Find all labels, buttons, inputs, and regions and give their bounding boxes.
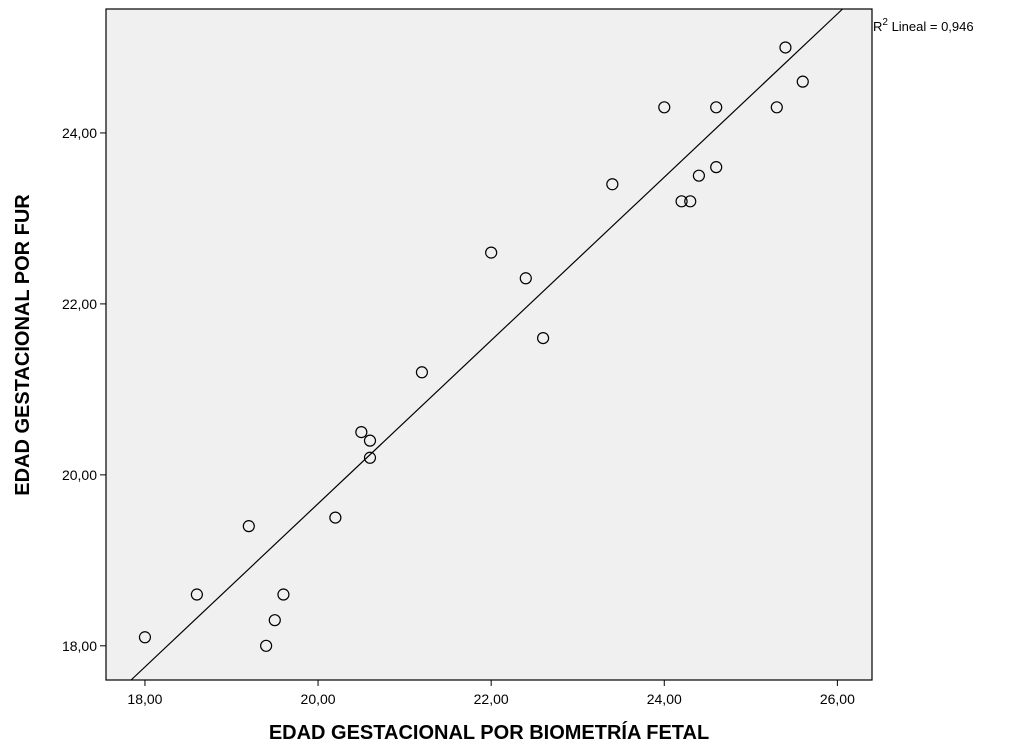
plot-area: [105, 8, 873, 681]
axis-ticks: 18,00 20,00 22,00 24,00 26,00 18,00 20,00 22,00…: [62, 125, 855, 707]
y-tick-label: 22,00: [62, 296, 97, 312]
data-point: [363, 451, 377, 464]
regression-line-group: [130, 8, 843, 681]
data-point: [190, 588, 203, 601]
x-tick-label: 18,00: [127, 691, 162, 707]
data-point: [536, 331, 550, 345]
r-symbol: R: [873, 19, 882, 34]
x-tick-label: 22,00: [474, 691, 509, 707]
data-point: [796, 75, 809, 88]
regression-line: [130, 8, 843, 681]
data-point: [268, 614, 281, 627]
data-points: [138, 41, 809, 652]
x-tick-label: 20,00: [301, 691, 336, 707]
data-point: [779, 41, 792, 54]
data-point: [277, 588, 290, 601]
x-axis-title: EDAD GESTACIONAL POR BIOMETRÍA FETAL: [269, 721, 709, 744]
data-point: [485, 246, 498, 259]
data-point: [684, 195, 697, 208]
data-point: [242, 520, 255, 533]
data-point: [770, 101, 783, 114]
data-point: [415, 366, 429, 379]
data-point: [606, 178, 619, 191]
x-tick-label: 24,00: [647, 691, 682, 707]
y-tick-label: 24,00: [62, 125, 97, 141]
data-point: [329, 511, 342, 524]
data-point: [355, 426, 368, 439]
y-tick-label: 20,00: [62, 467, 97, 483]
r-squared-annotation: R2 Lineal = 0,946: [873, 17, 974, 34]
data-point: [710, 101, 723, 114]
data-point: [692, 169, 705, 182]
r-value-text: Lineal = 0,946: [888, 19, 974, 34]
y-tick-label: 18,00: [62, 638, 97, 654]
r-superscript: 2: [882, 17, 888, 28]
data-point: [260, 639, 273, 652]
data-point: [658, 101, 671, 114]
data-point: [675, 195, 688, 208]
data-point: [519, 272, 532, 285]
data-point: [710, 161, 723, 174]
data-point: [363, 434, 377, 447]
data-point: [138, 631, 152, 644]
x-tick-label: 26,00: [820, 691, 855, 707]
y-axis-title: EDAD GESTACIONAL POR FUR: [12, 194, 34, 496]
